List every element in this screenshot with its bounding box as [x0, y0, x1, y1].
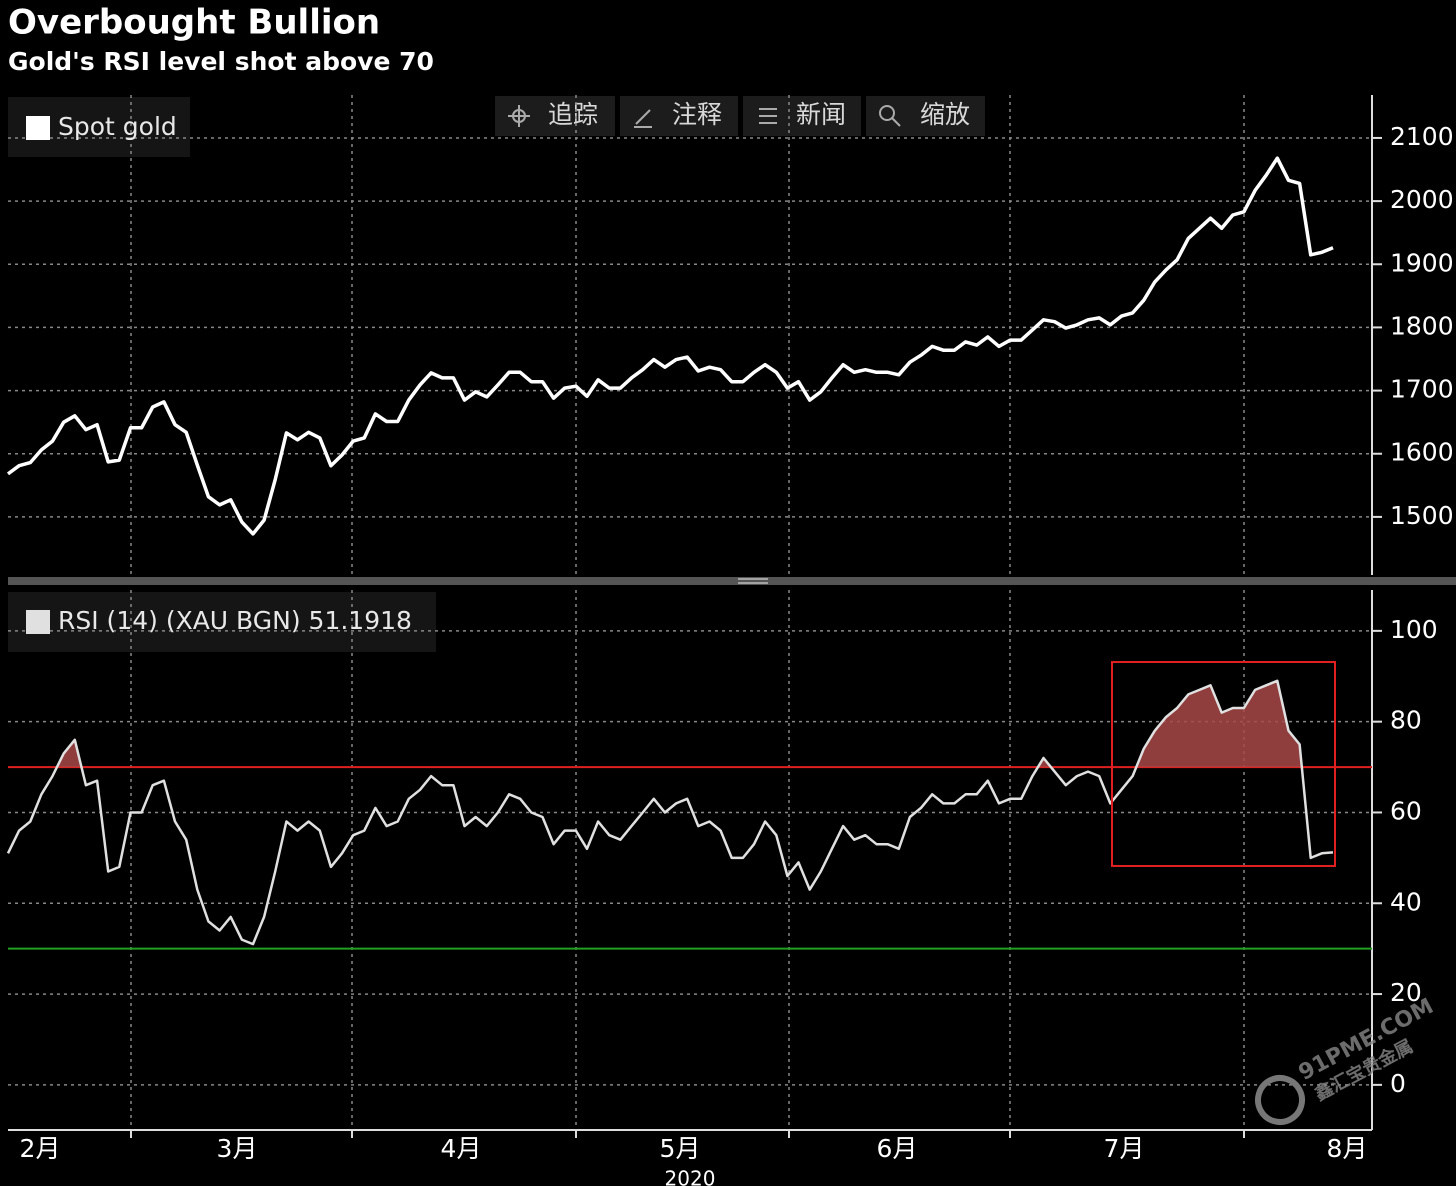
x-axis-year: 2020 — [665, 1167, 716, 1186]
y-tick-label: 1700 — [1390, 375, 1454, 404]
y-tick-label: 0 — [1390, 1069, 1406, 1098]
x-tick-label: 3月 — [217, 1134, 258, 1163]
tool-button[interactable] — [620, 96, 738, 136]
legend-swatch — [26, 610, 50, 634]
highlight-box — [1111, 661, 1336, 867]
chart-subtitle: Gold's RSI level shot above 70 — [8, 47, 434, 76]
x-tick-label: 2月 — [20, 1134, 61, 1163]
tool-button[interactable] — [866, 96, 985, 136]
x-tick-label: 8月 — [1327, 1134, 1368, 1163]
x-tick-label: 7月 — [1104, 1134, 1145, 1163]
y-tick-label: 80 — [1390, 706, 1422, 735]
x-tick-label: 4月 — [441, 1134, 482, 1163]
y-tick-label: 100 — [1390, 615, 1438, 644]
y-tick-label: 20 — [1390, 978, 1422, 1007]
y-tick-label: 1500 — [1390, 501, 1454, 530]
legend-label: RSI (14) (XAU BGN) 51.1918 — [58, 606, 412, 635]
y-tick-label: 2000 — [1390, 185, 1454, 214]
legend-box — [8, 592, 436, 652]
tool-icons — [508, 105, 901, 128]
y-tick-label: 1900 — [1390, 248, 1454, 277]
tool-label[interactable]: 注释 — [672, 100, 722, 129]
x-tick-label: 5月 — [660, 1134, 701, 1163]
tool-label[interactable]: 缩放 — [920, 100, 970, 129]
overbought-area — [56, 680, 1302, 768]
y-tick-label: 1600 — [1390, 438, 1454, 467]
toolbar: 追踪 注释 新闻 缩放 — [495, 96, 985, 136]
tool-label[interactable]: 新闻 — [796, 100, 846, 129]
legend-label: Spot gold — [58, 112, 177, 141]
y-tick-label: 1800 — [1390, 311, 1454, 340]
y-tick-label: 2100 — [1390, 122, 1454, 151]
x-tick-label: 6月 — [877, 1134, 918, 1163]
legend-swatch — [26, 116, 50, 140]
y-tick-label: 60 — [1390, 796, 1422, 825]
chart-title: Overbought Bullion — [8, 3, 380, 43]
panel-divider — [8, 577, 1456, 585]
series-line — [6, 156, 1334, 536]
y-tick-label: 40 — [1390, 887, 1422, 916]
watermark-logo — [1255, 1075, 1305, 1125]
tool-label[interactable]: 追踪 — [548, 100, 598, 129]
